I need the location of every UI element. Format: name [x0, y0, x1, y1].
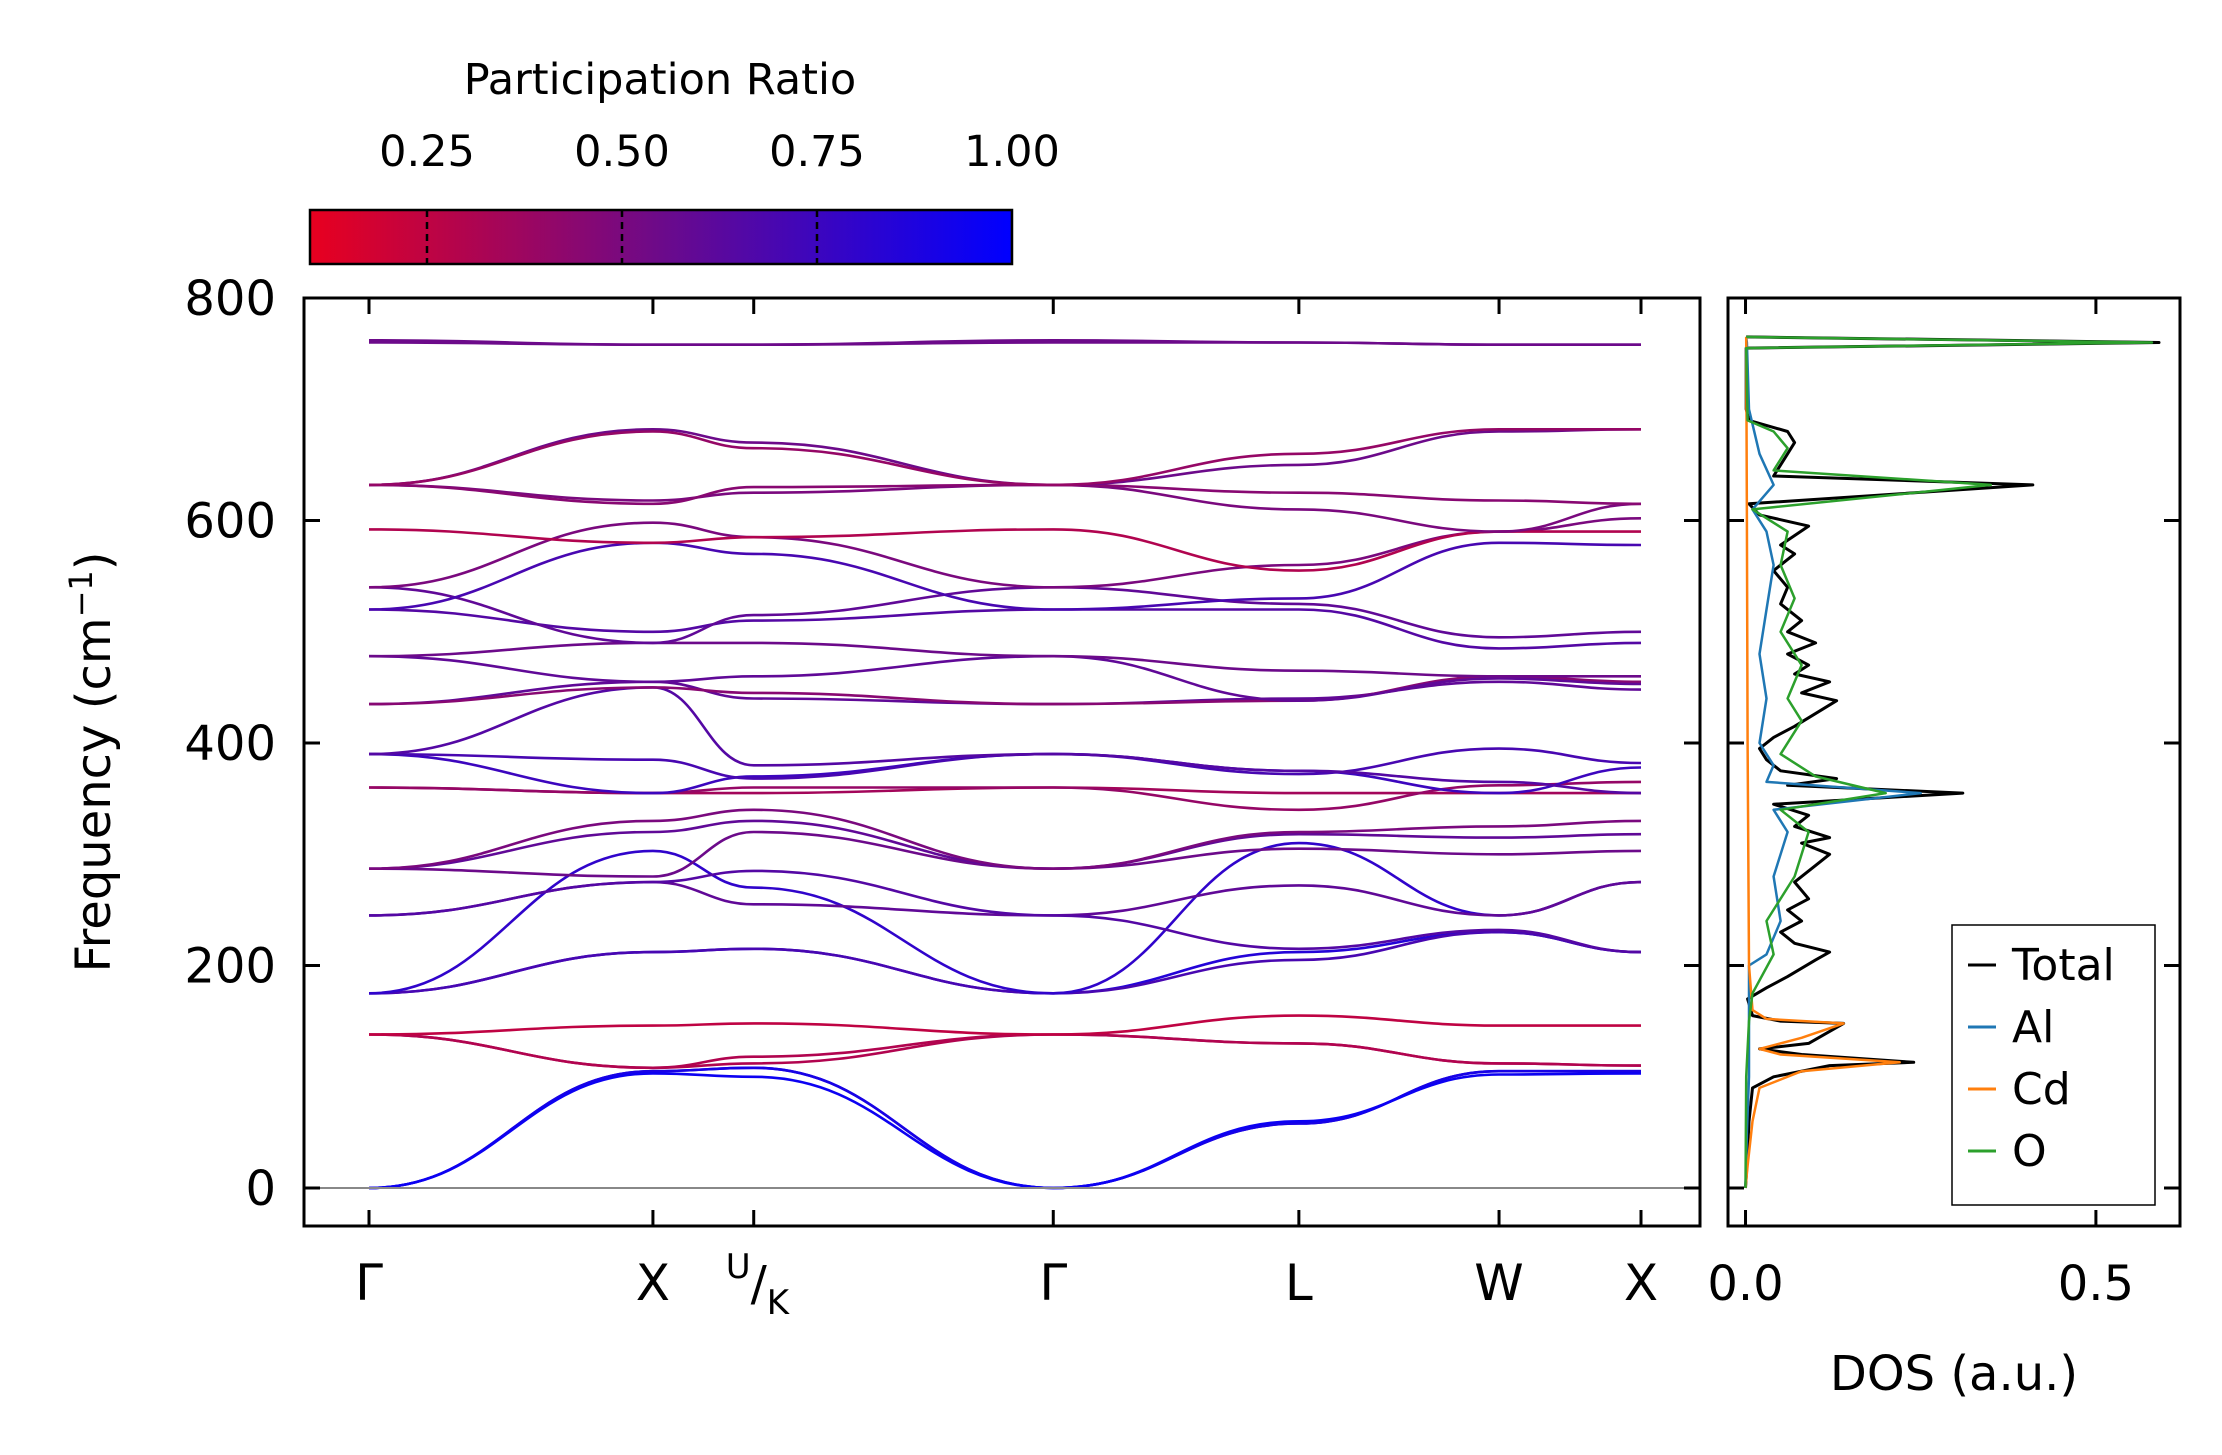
phonon-branch [368, 880, 1642, 917]
y-axis-label-main: Frequency (cm [66, 617, 122, 972]
band-y-tick-label: 400 [184, 716, 276, 772]
band-k-ticks: Γ X U/K Γ L W X [355, 298, 1658, 1323]
phonon-branch [368, 427, 1641, 487]
phonon-branch [368, 428, 1642, 487]
band-k-label: Γ [355, 1254, 383, 1312]
phonon-branch [368, 528, 1641, 572]
phonon-branch [368, 808, 1642, 870]
phonon-branch [368, 675, 1642, 706]
phonon-branch [368, 1033, 1642, 1070]
legend-items: Total Al Cd O [1968, 940, 2115, 1177]
dos-x-tick-label: 0.5 [2058, 1256, 2134, 1312]
band-y-tick-label: 200 [184, 939, 276, 995]
phonon-branch [368, 841, 1642, 995]
phonon-branch [368, 339, 1641, 347]
dos-axes-frame [1726, 296, 2182, 1228]
phonon-branch [368, 930, 1642, 995]
phonon-branch [368, 747, 1642, 780]
dos-series-cd [1744, 336, 1901, 1189]
k-label-k: K [767, 1283, 791, 1323]
phonon-branch [368, 586, 1642, 645]
phonon-branch [368, 541, 1642, 611]
phonon-branch [368, 1014, 1641, 1036]
legend-frame [1951, 924, 2156, 1206]
band-y-tick-label: 600 [184, 494, 276, 550]
band-y-tick-label: 0 [245, 1161, 276, 1217]
band-k-label-uk: U/K [726, 1247, 791, 1323]
k-label-slash: / [751, 1256, 768, 1312]
legend-label: Total [2011, 940, 2115, 991]
dos-series-o [1744, 335, 2154, 1189]
dos-series-total [1744, 335, 2161, 1189]
phonon-branch [368, 608, 1642, 650]
phonon-branch [368, 1066, 1641, 1190]
colorbar-tick-label: 0.50 [574, 127, 670, 177]
y-axis-label-close: ) [66, 551, 122, 570]
phonon-branch [368, 780, 1642, 812]
colorbar-title: Participation Ratio [464, 55, 857, 105]
band-axes-frame [302, 296, 1702, 1228]
colorbar-tick-label: 1.00 [964, 127, 1060, 177]
legend-label: Al [2012, 1002, 2054, 1053]
dos-x-axis-label: DOS (a.u.) [1830, 1346, 2078, 1402]
legend-label: Cd [2012, 1064, 2071, 1115]
band-k-label: Γ [1039, 1254, 1067, 1312]
k-label-u: U [726, 1247, 751, 1287]
dos-panel: 0.0 0.5 DOS (a.u.) Total Al Cd O [1707, 296, 2182, 1402]
colorbar-ticks [425, 210, 819, 264]
dos-x-tick-label: 0.0 [1707, 1256, 1783, 1312]
dos-lines [1744, 335, 2161, 1189]
colorbar: Participation Ratio 0.25 0.50 0.75 1.00 [308, 55, 1060, 266]
colorbar-tick-label: 0.75 [769, 127, 865, 177]
band-k-label: X [1624, 1254, 1658, 1312]
colorbar-gradient [308, 208, 1014, 266]
y-axis-label-sup: −1 [62, 570, 100, 617]
phonon-branch [368, 483, 1642, 506]
phonon-branch [368, 1033, 1642, 1070]
dos-legend: Total Al Cd O [1951, 924, 2156, 1206]
band-y-ticks: 0 200 400 600 800 [184, 271, 1700, 1217]
phonon-branch [368, 686, 1642, 795]
legend-label: O [2012, 1126, 2047, 1177]
band-k-label: X [636, 1254, 670, 1312]
dos-ticks: 0.0 0.5 [1707, 296, 2180, 1312]
band-k-label: L [1285, 1254, 1313, 1312]
band-lines [368, 339, 1642, 1190]
y-axis-label: Frequency (cm−1) [62, 551, 122, 972]
phonon-branch [368, 869, 1642, 954]
phonon-branch [368, 483, 1642, 533]
dos-series-al [1744, 336, 1922, 1189]
band-structure-panel: 0 200 400 600 800 Γ X U/K Γ L W X Frequency (cm−1) [62, 271, 1702, 1323]
band-y-tick-label: 800 [184, 271, 276, 327]
phonon-branch [368, 641, 1641, 678]
colorbar-tick-labels: 0.25 0.50 0.75 1.00 [379, 127, 1060, 177]
phonon-branch [368, 1072, 1642, 1190]
band-k-label: W [1474, 1254, 1523, 1312]
phonon-branch [368, 930, 1642, 995]
phonon-branch [368, 1066, 1641, 1190]
colorbar-tick-label: 0.25 [379, 127, 475, 177]
